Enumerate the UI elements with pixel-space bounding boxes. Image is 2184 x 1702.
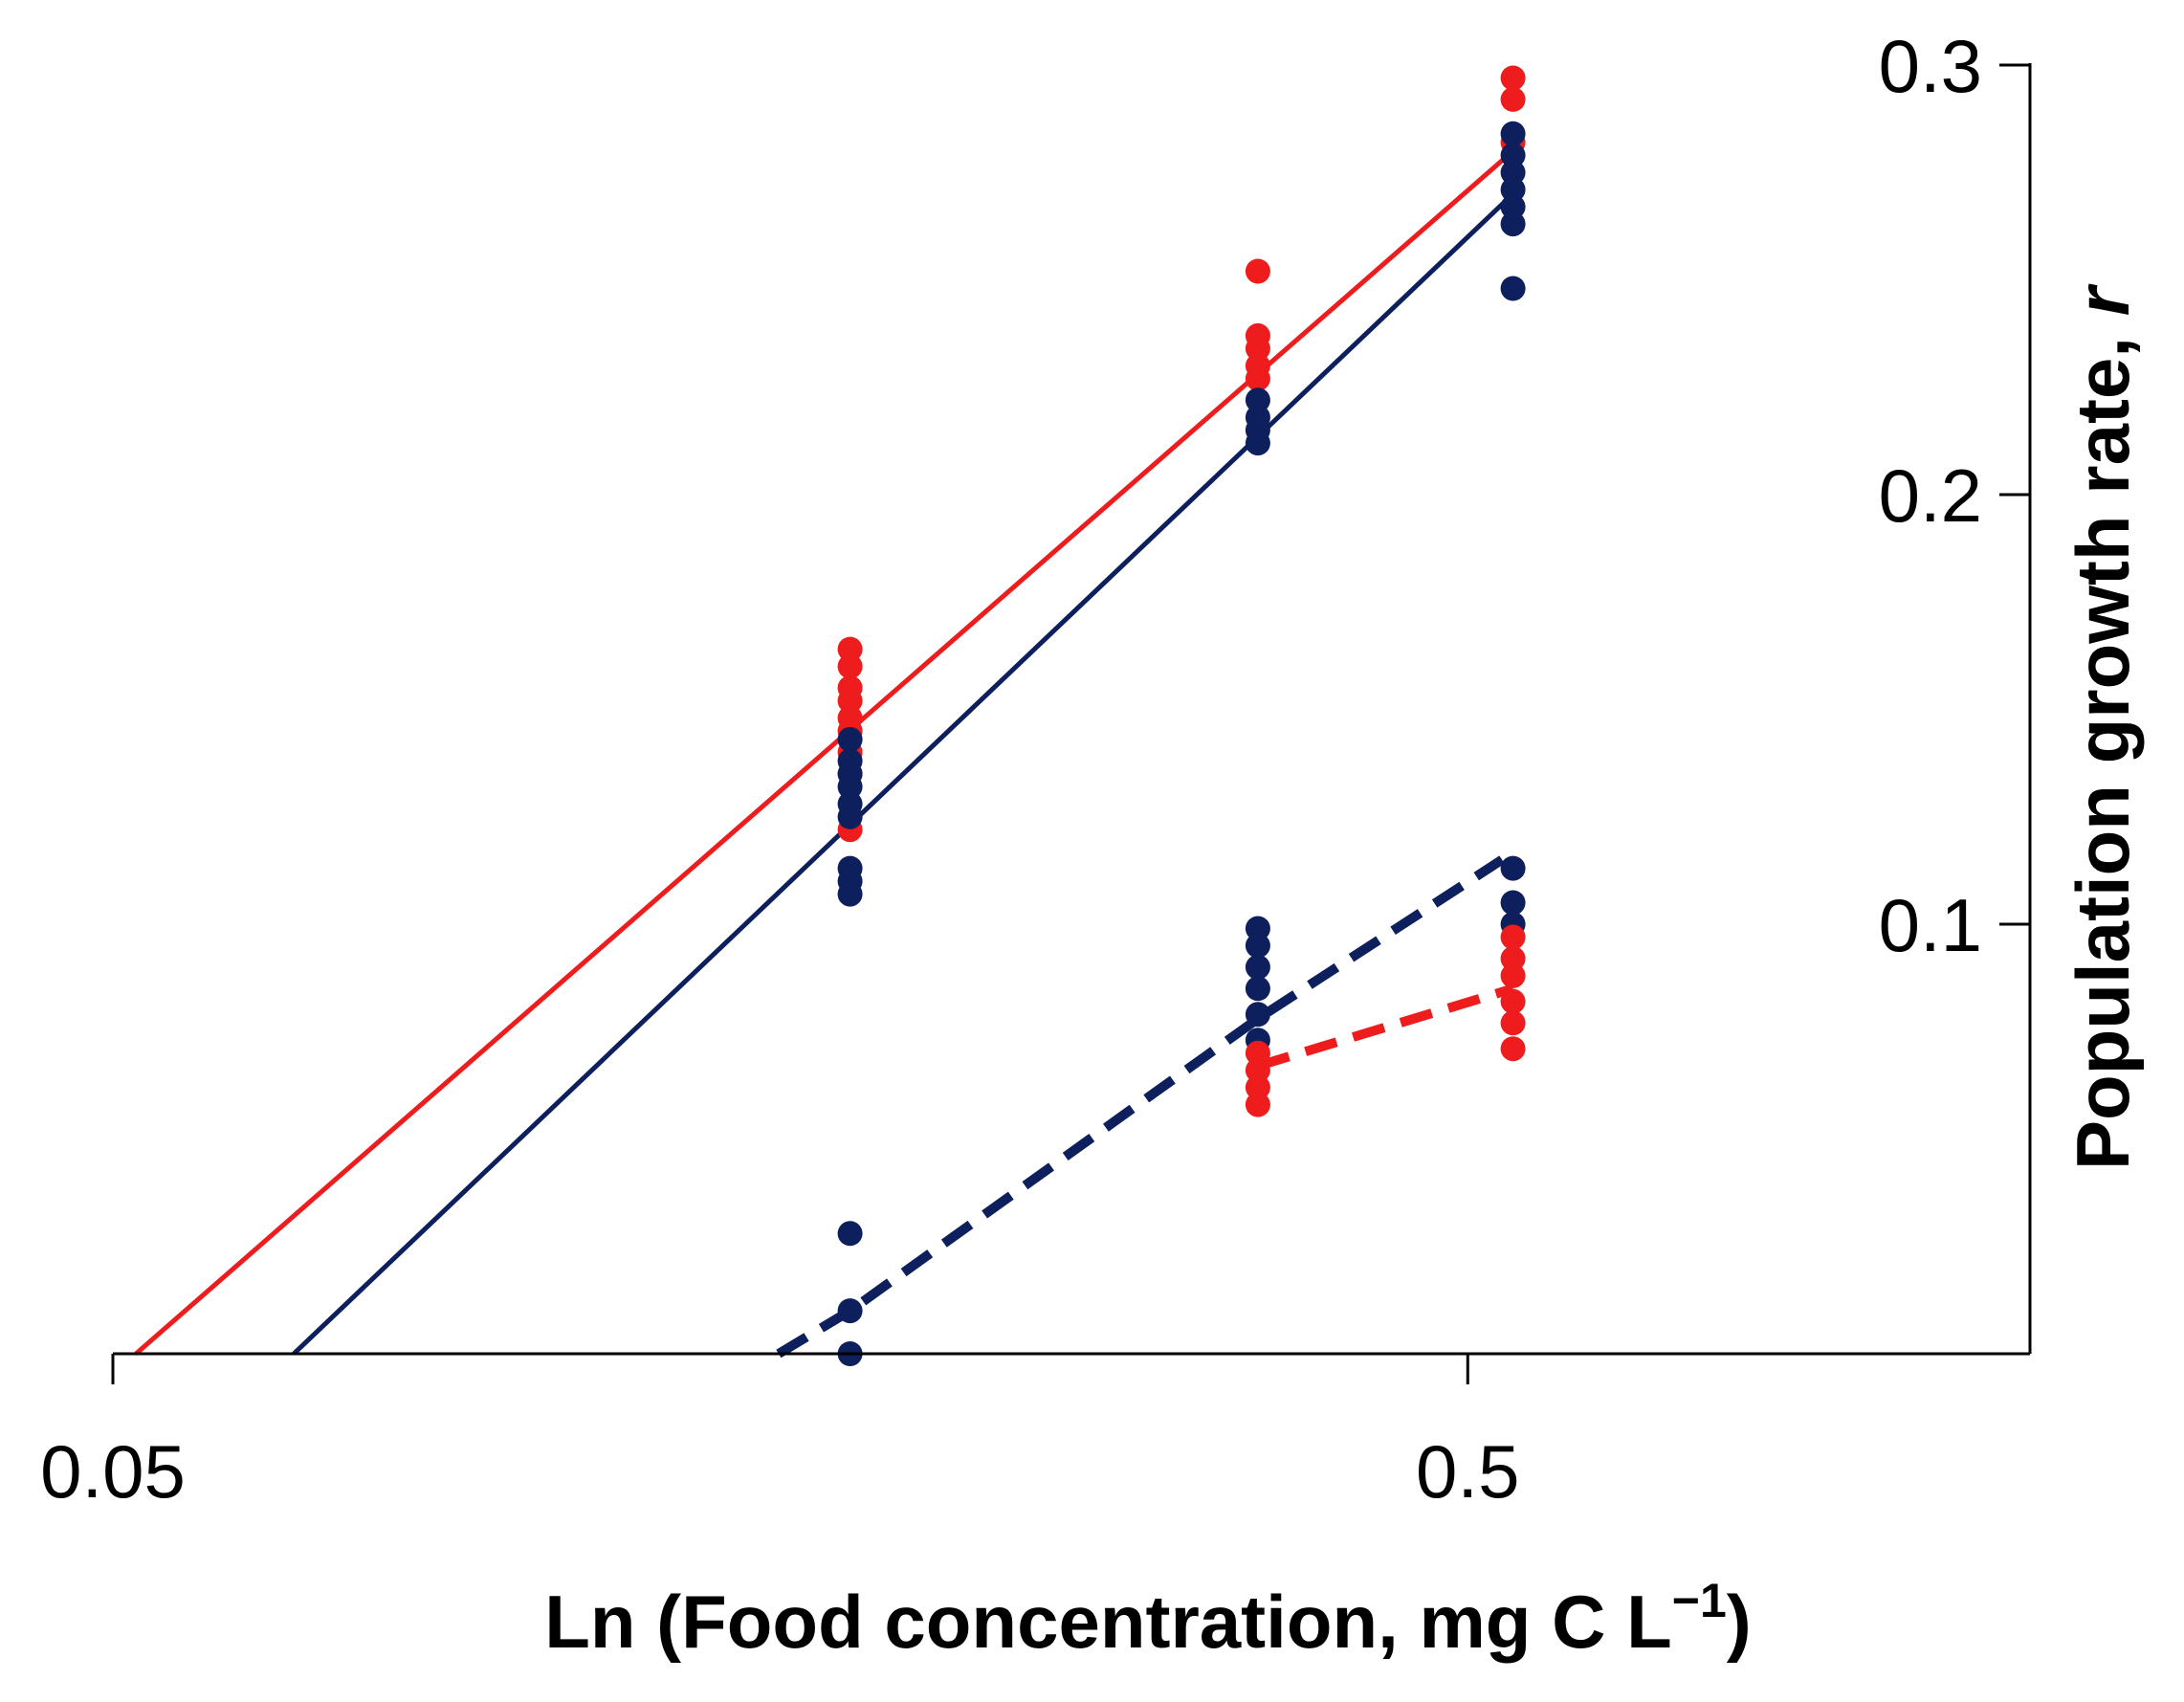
- navy-solid-point: [837, 804, 863, 829]
- navy-dashed-point: [1245, 976, 1270, 1002]
- x-axis-title-main: Ln (Food concentration, mg C L: [544, 1580, 1672, 1664]
- navy-solid-point: [1500, 143, 1526, 168]
- navy-dashed-point: [1245, 1002, 1270, 1028]
- red-dashed-point: [1500, 945, 1526, 971]
- red-dashed-point: [1245, 1057, 1270, 1083]
- navy-solid-point: [1500, 160, 1526, 186]
- red-solid-point: [837, 688, 863, 714]
- red-dashed-point: [1500, 924, 1526, 950]
- y-axis-title-variable: r: [2061, 283, 2145, 316]
- x-axis-title-superscript: −1: [1672, 1574, 1727, 1627]
- y-tick-label: 0.3: [1879, 24, 1982, 108]
- x-axis-ticks: 0.05 0.5: [40, 1354, 1519, 1514]
- red-solid-point: [837, 636, 863, 662]
- y-axis-title-main: Population growth rate,: [2061, 316, 2145, 1170]
- navy-solid-point: [837, 881, 863, 907]
- red-solid-point: [1245, 365, 1270, 391]
- navy-dashed-point: [1245, 916, 1270, 941]
- red-dashed-point: [1245, 1040, 1270, 1066]
- red-dashed-line: [1256, 984, 1515, 1071]
- red-dashed-point: [1500, 1010, 1526, 1036]
- navy-solid-point: [1500, 211, 1526, 237]
- navy-dashed-point: [837, 1221, 863, 1247]
- red-solid-point: [837, 653, 863, 679]
- red-solid-line: [134, 148, 1515, 1356]
- red-dashed-point: [1245, 1074, 1270, 1100]
- x-tick-label: 0.5: [1416, 1429, 1519, 1514]
- red-solid-point: [1245, 336, 1270, 362]
- red-solid-point: [1500, 65, 1526, 91]
- series-points: [837, 65, 1526, 1366]
- y-axis-title: Population growth rate, r: [2061, 283, 2145, 1170]
- series-lines: [134, 148, 1515, 1359]
- red-solid-point: [1245, 258, 1270, 284]
- navy-dashed-point: [1500, 855, 1526, 881]
- red-dashed-point: [1500, 988, 1526, 1014]
- red-dashed-point: [1500, 962, 1526, 988]
- navy-solid-point: [1500, 121, 1526, 146]
- y-axis-ticks: 0.1 0.2 0.3: [1879, 24, 2030, 967]
- y-tick-label: 0.2: [1879, 453, 1982, 538]
- x-axis-title-close: ): [1727, 1580, 1752, 1664]
- navy-solid-point: [837, 726, 863, 752]
- navy-solid-point: [1500, 177, 1526, 203]
- x-axis-title: Ln (Food concentration, mg C L−1): [544, 1574, 1752, 1664]
- navy-solid-point: [1500, 194, 1526, 220]
- navy-solid-line: [292, 191, 1515, 1356]
- red-dashed-point: [1245, 1092, 1270, 1117]
- navy-solid-point: [837, 774, 863, 800]
- navy-dashed-point: [837, 1298, 863, 1324]
- y-tick-label: 0.1: [1879, 883, 1982, 967]
- navy-solid-point: [1245, 431, 1270, 456]
- navy-dashed-point: [1245, 933, 1270, 959]
- navy-dashed-line: [776, 855, 1505, 1359]
- navy-dashed-point: [1245, 954, 1270, 980]
- navy-dashed-point: [1500, 890, 1526, 916]
- navy-solid-point: [1500, 276, 1526, 301]
- red-dashed-point: [1500, 1036, 1526, 1062]
- x-tick-label: 0.05: [40, 1429, 186, 1514]
- red-solid-point: [1500, 86, 1526, 112]
- navy-solid-point: [1245, 387, 1270, 413]
